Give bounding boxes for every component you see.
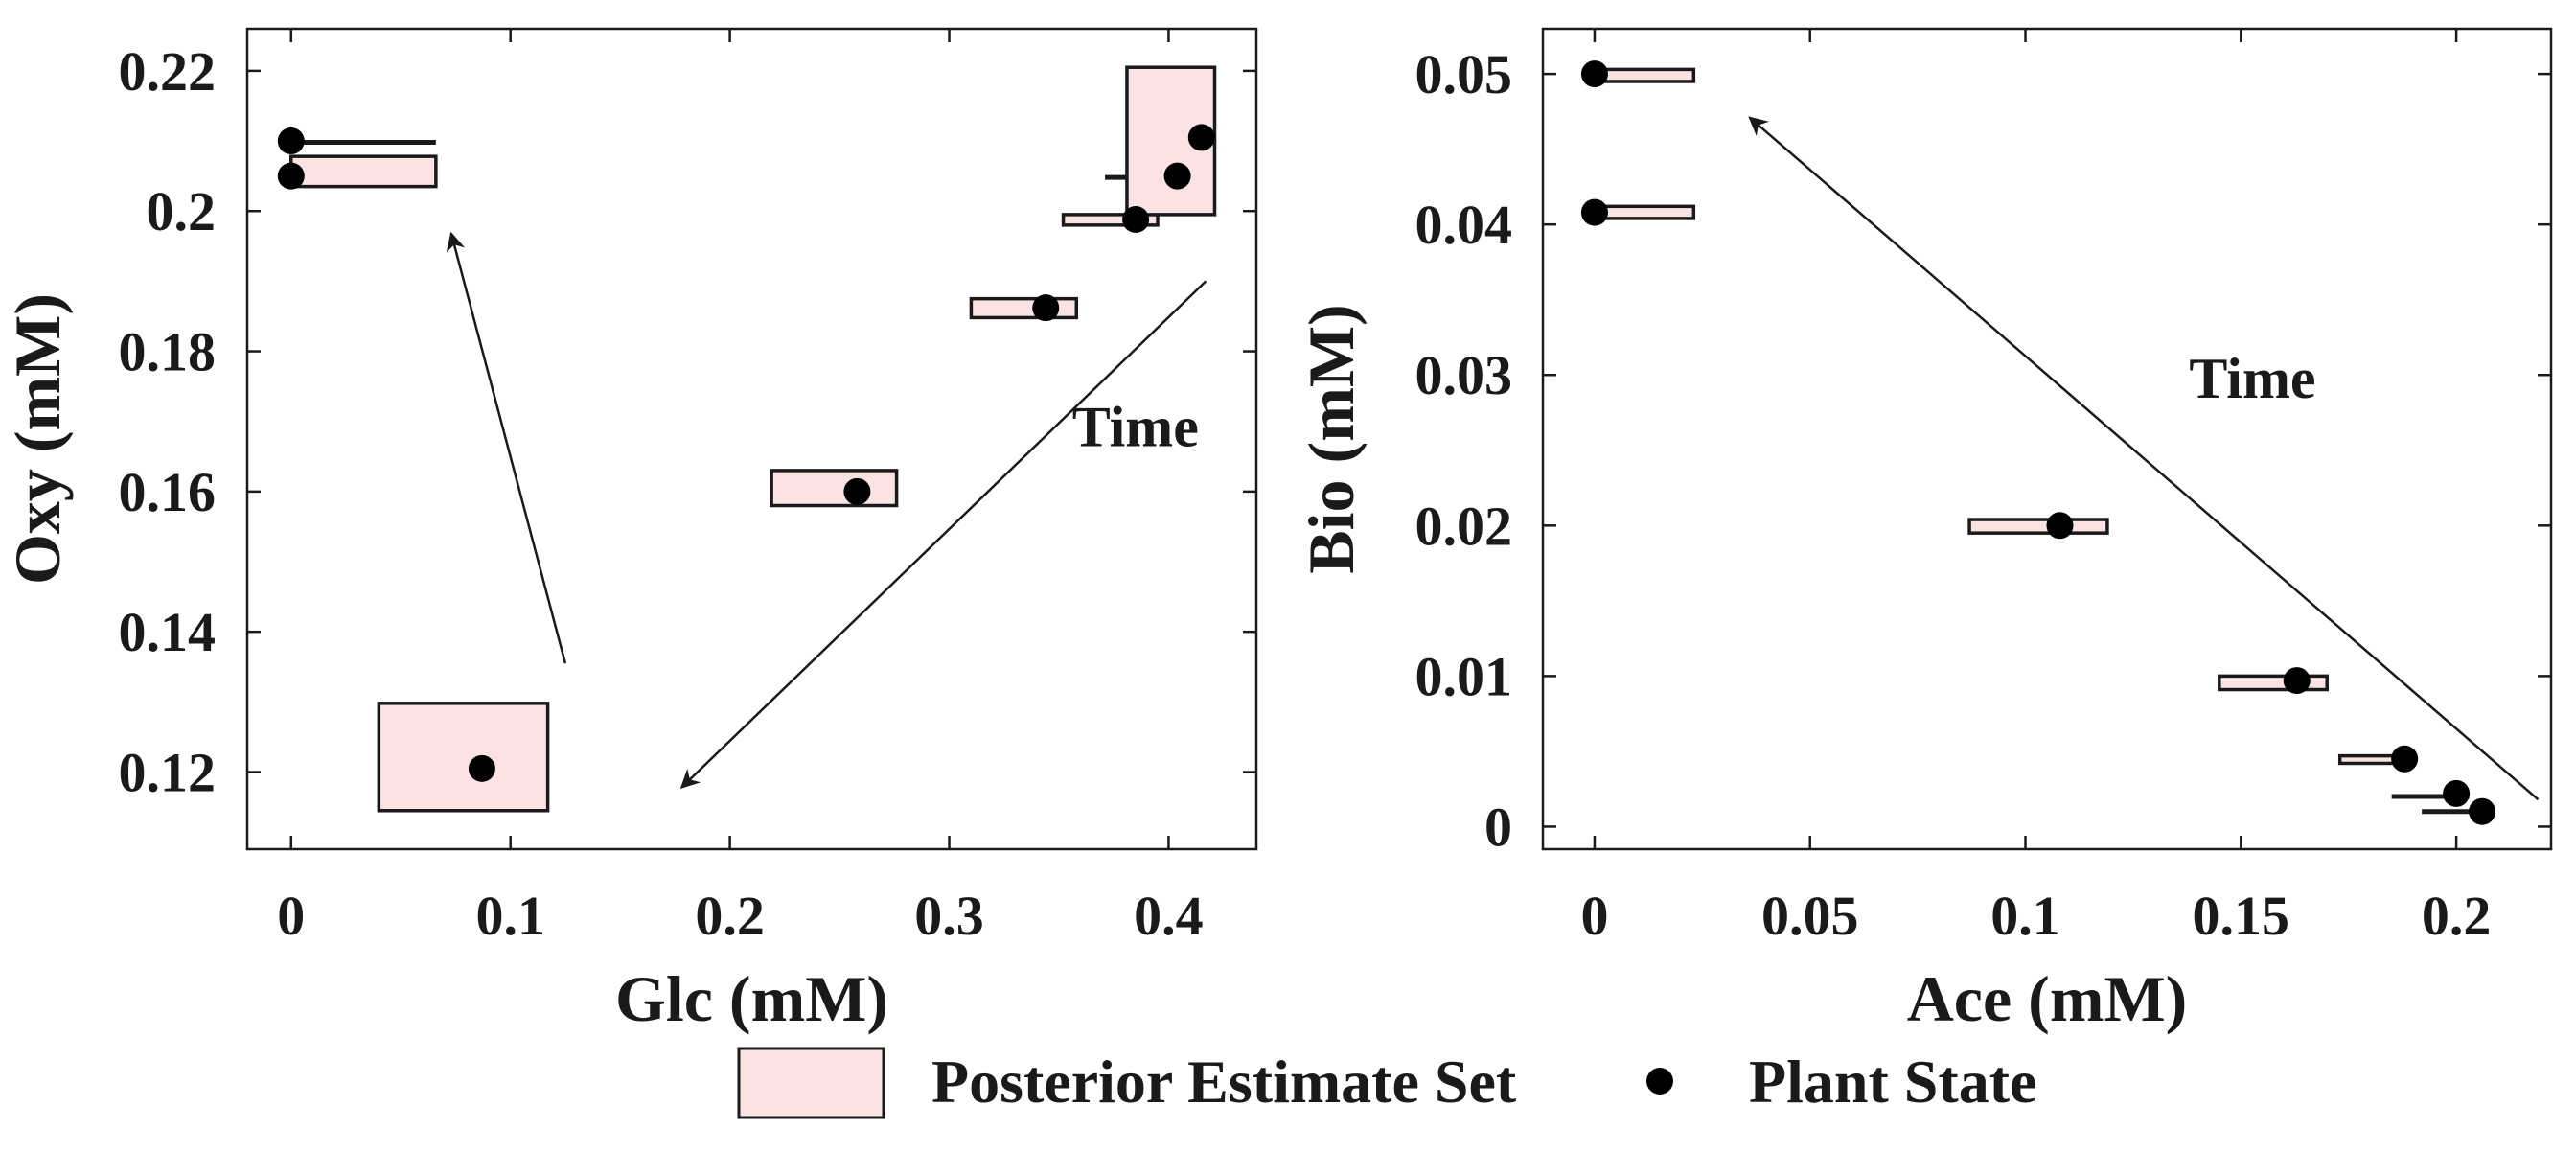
plant-state-point (277, 162, 305, 190)
plant-state-point (2469, 797, 2496, 825)
x-tick-label: 0.3 (914, 885, 984, 947)
posterior-box (377, 702, 550, 813)
plant-state-point (2391, 745, 2419, 773)
legend-point-label: Plant State (1749, 1048, 2036, 1116)
time-arrow (1748, 116, 2540, 801)
y-tick-label: 0.01 (1415, 645, 1513, 707)
posterior-box (1593, 67, 1696, 83)
plant-state-point (1032, 294, 1060, 322)
plant-state-point (1122, 206, 1150, 234)
x-tick-label: 0 (277, 885, 305, 947)
posterior-box (2218, 674, 2329, 692)
legend-box-swatch (737, 1047, 886, 1119)
y-tick-label: 0.03 (1415, 344, 1513, 406)
time-arrow (446, 231, 567, 664)
time-annotation: Time (1072, 395, 1199, 458)
plant-state-point (277, 127, 305, 155)
y-tick-label: 0.16 (119, 461, 217, 523)
posterior-box (1967, 518, 2109, 535)
plant-state-point (1163, 162, 1191, 190)
time-arrow (679, 280, 1208, 790)
x-tick-label: 0.2 (695, 885, 765, 947)
x-tick-label: 0.2 (2422, 885, 2492, 947)
left-chart-panel: 0 0.1 0.2 0.3 0.4 0.12 0.14 0.16 0.18 0.2 0.22 Glc … (1, 27, 1258, 1035)
x-axis-label: Ace (mM) (1907, 962, 2188, 1035)
y-tick-label: 0.04 (1415, 194, 1513, 256)
plant-state-point (2046, 512, 2074, 540)
legend-box-label: Posterior Estimate Set (932, 1048, 1517, 1116)
plant-state-point (468, 754, 495, 782)
x-axis-label: Glc (mM) (615, 962, 888, 1035)
posterior-box (1593, 204, 1696, 220)
x-tick-label: 0.1 (475, 885, 545, 947)
y-tick-label: 0.2 (147, 180, 217, 242)
y-axis-label: Oxy (mM) (1, 293, 74, 585)
plant-state-point (843, 477, 871, 505)
y-tick-label: 0.18 (119, 321, 217, 383)
posterior-box (1061, 213, 1160, 227)
legend: Posterior Estimate Set Plant State (737, 1047, 2036, 1119)
plant-state-point (2443, 779, 2471, 807)
legend-point-marker (1646, 1068, 1673, 1095)
x-tick-label: 0.15 (2193, 885, 2290, 947)
y-axis-label: Bio (mM) (1295, 304, 1368, 573)
plot-frame (245, 27, 1258, 851)
y-tick-label: 0.12 (119, 742, 217, 804)
y-tick-label: 0.02 (1415, 495, 1513, 557)
right-chart-panel: 0 0.05 0.1 0.15 0.2 0 0.01 0.02 0.03 0.04 0.05 Ace … (1295, 27, 2553, 1035)
x-tick-label: 0 (1580, 885, 1608, 947)
time-annotation: Time (2189, 347, 2315, 410)
posterior-box (969, 296, 1079, 320)
y-tick-label: 0 (1484, 796, 1512, 858)
y-tick-label: 0.22 (119, 40, 217, 103)
posterior-box (289, 154, 438, 189)
x-tick-label: 0.4 (1134, 885, 1204, 947)
posterior-box (770, 469, 899, 508)
plant-state-point (1580, 60, 1608, 88)
plant-state-point (1580, 198, 1608, 226)
plant-state-point (1187, 124, 1215, 151)
y-tick-label: 0.14 (119, 601, 217, 663)
x-tick-label: 0.1 (1990, 885, 2060, 947)
x-tick-label: 0.05 (1761, 885, 1859, 947)
plant-state-point (2283, 667, 2311, 695)
plot-frame (1541, 27, 2553, 851)
y-tick-label: 0.05 (1415, 43, 1513, 105)
